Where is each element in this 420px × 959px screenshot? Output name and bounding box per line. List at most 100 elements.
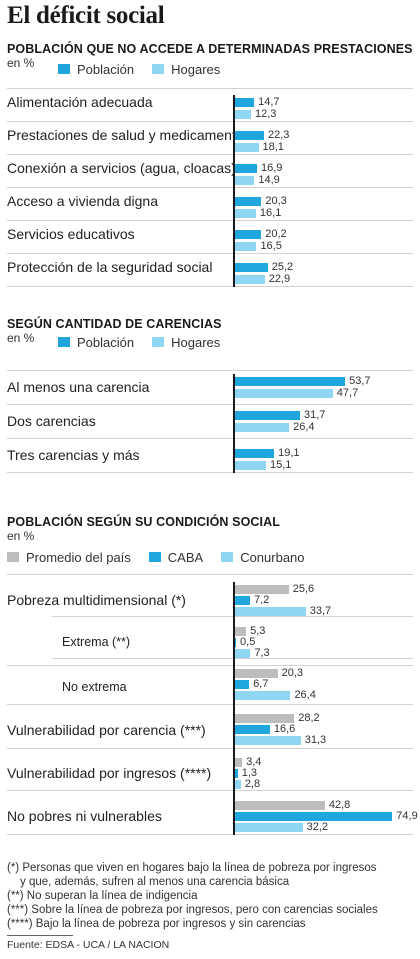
value-label-conurbano-pobreza-multidimensional: 33,7 bbox=[309, 605, 332, 617]
section-3-legend: Promedio del país CABA Conurbano bbox=[7, 549, 323, 565]
page-title: El déficit social bbox=[7, 2, 165, 29]
bar-promedio-del-pais-no-pobres-ni-vulnerables bbox=[235, 801, 325, 810]
value-label-promedio-del-pais-vulnerabilidad-por-carencia: 28,2 bbox=[298, 712, 320, 724]
bar-poblacion-prestaciones-de-salud-y-medicamentos bbox=[235, 131, 264, 140]
value-label-hogares-conexion-a-servicios-agua-cloacas: 14,9 bbox=[258, 174, 280, 186]
row-separator bbox=[7, 665, 413, 666]
bar-conurbano-vulnerabilidad-por-carencia bbox=[235, 736, 301, 745]
value-label-promedio-del-pais-no-extrema: 20,3 bbox=[281, 667, 304, 679]
legend-label-conurbano: Conurbano bbox=[240, 549, 305, 565]
chart-axis bbox=[233, 95, 235, 287]
bar-poblacion-proteccion-de-la-seguridad-social bbox=[235, 263, 268, 272]
value-label-poblacion-alimentacion-adecuada: 14,7 bbox=[258, 96, 280, 108]
category-label-dos-carencias: Dos carencias bbox=[7, 413, 96, 429]
value-label-caba-no-extrema: 6,7 bbox=[253, 678, 269, 690]
value-label-hogares-alimentacion-adecuada: 12,3 bbox=[254, 108, 277, 120]
category-label-vulnerabilidad-por-ingresos: Vulnerabilidad por ingresos (****) bbox=[7, 765, 212, 781]
bar-caba-vulnerabilidad-por-ingresos bbox=[235, 769, 238, 778]
value-label-conurbano-no-extrema: 26,4 bbox=[294, 689, 316, 701]
legend-swatch-poblacion bbox=[58, 64, 70, 74]
section-2-title: SEGÚN CANTIDAD DE CARENCIAS bbox=[7, 317, 222, 331]
category-label-servicios-educativos: Servicios educativos bbox=[7, 226, 135, 242]
bar-promedio-del-pais-vulnerabilidad-por-ingresos bbox=[235, 758, 243, 767]
bar-hogares-acceso-a-vivienda-digna bbox=[235, 209, 256, 218]
legend-swatch-hogares bbox=[152, 337, 165, 347]
bar-hogares-proteccion-de-la-seguridad-social bbox=[235, 275, 265, 284]
legend-swatch-poblacion bbox=[58, 337, 70, 347]
category-label-prestaciones-de-salud-y-medicamentos: Prestaciones de salud y medicamentos bbox=[7, 127, 251, 143]
footnote-1-cont: y que, además, sufren al menos una caren… bbox=[20, 876, 290, 888]
category-label-tres-carencias-y-mas: Tres carencias y más bbox=[7, 447, 140, 463]
row-separator bbox=[7, 121, 413, 122]
row-separator bbox=[7, 154, 413, 155]
value-label-conurbano-extrema: 7,3 bbox=[254, 647, 270, 659]
value-label-hogares-prestaciones-de-salud-y-medicamentos: 18,1 bbox=[262, 141, 284, 153]
value-label-caba-vulnerabilidad-por-carencia: 16,6 bbox=[273, 723, 296, 735]
bar-hogares-dos-carencias bbox=[235, 423, 290, 432]
value-label-poblacion-al-menos-una-carencia: 53,7 bbox=[349, 375, 371, 387]
value-label-caba-extrema: 0,5 bbox=[240, 636, 256, 648]
value-label-conurbano-vulnerabilidad-por-ingresos: 2,8 bbox=[244, 778, 261, 790]
value-label-poblacion-proteccion-de-la-seguridad-social: 25,2 bbox=[271, 261, 294, 273]
section-2-unit: en % bbox=[7, 331, 35, 345]
bar-poblacion-al-menos-una-carencia bbox=[235, 377, 346, 386]
bar-hogares-prestaciones-de-salud-y-medicamentos bbox=[235, 143, 259, 152]
value-label-conurbano-vulnerabilidad-por-carencia: 31,3 bbox=[304, 734, 327, 746]
legend-label-hogares: Hogares bbox=[171, 61, 221, 77]
bar-conurbano-extrema bbox=[235, 649, 251, 658]
row-separator bbox=[7, 472, 413, 473]
legend-swatch-conurbano bbox=[221, 552, 234, 562]
category-label-al-menos-una-carencia: Al menos una carencia bbox=[7, 379, 150, 395]
row-separator bbox=[7, 790, 413, 791]
row-separator bbox=[7, 834, 413, 835]
bar-conurbano-pobreza-multidimensional bbox=[235, 607, 306, 616]
value-label-promedio-del-pais-extrema: 5,3 bbox=[250, 625, 266, 637]
bar-conurbano-vulnerabilidad-por-ingresos bbox=[235, 780, 241, 789]
bar-hogares-alimentacion-adecuada bbox=[235, 110, 251, 119]
bar-poblacion-conexion-a-servicios-agua-cloacas bbox=[235, 164, 257, 173]
row-separator bbox=[7, 748, 413, 749]
bar-promedio-del-pais-extrema bbox=[235, 627, 247, 636]
bar-promedio-del-pais-vulnerabilidad-por-carencia bbox=[235, 714, 295, 723]
legend-label-hogares: Hogares bbox=[171, 334, 221, 350]
bar-caba-no-extrema bbox=[235, 680, 250, 689]
row-separator bbox=[7, 404, 413, 405]
value-label-caba-no-pobres-ni-vulnerables: 74,9 bbox=[396, 810, 418, 822]
legend-label-poblacion: Población bbox=[77, 334, 135, 350]
row-separator bbox=[7, 88, 413, 89]
row-separator bbox=[7, 286, 413, 287]
bar-promedio-del-pais-pobreza-multidimensional bbox=[235, 585, 289, 594]
section-3-unit: en % bbox=[7, 529, 35, 543]
footnote-4: (****) Bajo la línea de pobreza por ingr… bbox=[7, 918, 306, 930]
section-2-legend: Población Hogares bbox=[58, 334, 238, 350]
legend-label-caba: CABA bbox=[167, 549, 204, 565]
value-label-poblacion-dos-carencias: 31,7 bbox=[303, 409, 326, 421]
value-label-caba-pobreza-multidimensional: 7,2 bbox=[254, 594, 270, 606]
category-label-proteccion-de-la-seguridad-social: Protección de la seguridad social bbox=[7, 259, 213, 275]
bar-poblacion-tres-carencias-y-mas bbox=[235, 449, 275, 458]
chart-axis bbox=[233, 374, 235, 473]
footnote-3: (***) Sobre la línea de pobreza por ingr… bbox=[7, 904, 378, 916]
bar-poblacion-servicios-educativos bbox=[235, 230, 262, 239]
bar-caba-extrema bbox=[235, 638, 237, 647]
legend-swatch-caba bbox=[148, 552, 161, 562]
value-label-promedio-del-pais-vulnerabilidad-por-ingresos: 3,4 bbox=[246, 756, 262, 768]
legend-swatch-hogares bbox=[152, 64, 165, 74]
row-separator bbox=[52, 616, 413, 617]
section-1-unit: en % bbox=[7, 56, 35, 70]
category-label-no-extrema: No extrema bbox=[62, 680, 127, 694]
value-label-hogares-dos-carencias: 26,4 bbox=[293, 421, 315, 433]
value-label-poblacion-acceso-a-vivienda-digna: 20,3 bbox=[265, 195, 287, 207]
bar-hogares-conexion-a-servicios-agua-cloacas bbox=[235, 176, 255, 185]
category-label-conexion-a-servicios-agua-cloacas: Conexión a servicios (agua, cloacas) bbox=[7, 160, 236, 176]
category-label-extrema: Extrema (**) bbox=[62, 635, 131, 649]
value-label-hogares-al-menos-una-carencia: 47,7 bbox=[336, 387, 359, 399]
row-separator bbox=[52, 658, 413, 659]
bar-caba-vulnerabilidad-por-carencia bbox=[235, 725, 270, 734]
value-label-hogares-acceso-a-vivienda-digna: 16,1 bbox=[259, 207, 282, 219]
bar-poblacion-acceso-a-vivienda-digna bbox=[235, 197, 262, 206]
bar-caba-no-pobres-ni-vulnerables bbox=[235, 812, 393, 821]
legend-label-promedio: Promedio del país bbox=[26, 549, 131, 565]
value-label-hogares-tres-carencias-y-mas: 15,1 bbox=[269, 459, 292, 471]
legend-swatch-promedio bbox=[7, 552, 19, 562]
